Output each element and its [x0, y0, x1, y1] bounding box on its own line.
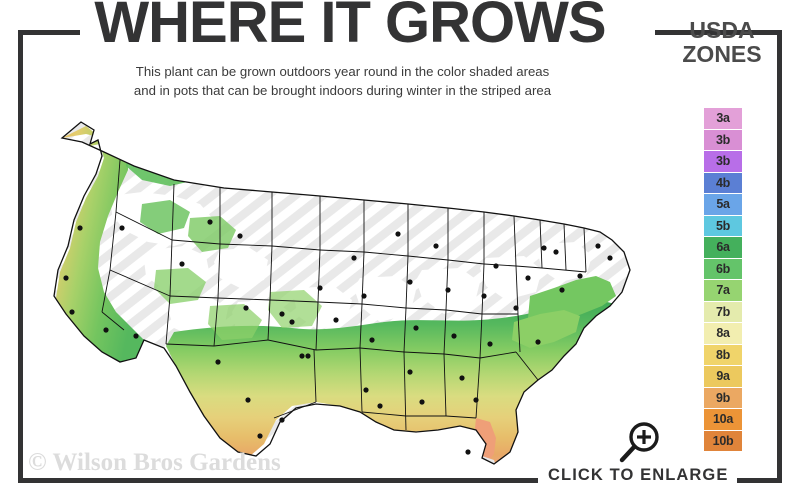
zone-swatch-label: 3a [716, 111, 730, 126]
legend-title: USDA ZONES [662, 18, 782, 67]
zone-swatch-label: 7a [716, 283, 730, 298]
zone-swatch-6b-7[interactable]: 6b [704, 258, 742, 280]
zone-swatch-label: 10b [712, 433, 734, 448]
frame-border-left [18, 30, 23, 483]
subtitle-line-1: This plant can be grown outdoors year ro… [135, 64, 550, 79]
usda-hardiness-zone-map[interactable] [24, 100, 664, 475]
zone-swatch-5a-4[interactable]: 5a [704, 194, 742, 216]
zone-swatch-8b-11[interactable]: 8b [704, 344, 742, 366]
frame-border-bottom-left [18, 478, 538, 483]
zone-swatch-10b-15[interactable]: 10b [704, 430, 742, 452]
zone-swatch-5b-5[interactable]: 5b [704, 215, 742, 237]
frame-border-right [777, 30, 782, 483]
magnifier-plus-icon[interactable] [617, 420, 663, 466]
zone-swatch-label: 10a [713, 412, 733, 427]
zone-swatch-label: 6a [716, 240, 730, 255]
map-shaded-region-east [166, 300, 630, 464]
frame-border-top-left [18, 30, 80, 35]
zone-swatch-10a-14[interactable]: 10a [704, 409, 742, 431]
legend-title-line-1: USDA [689, 17, 755, 43]
zone-swatch-7a-8[interactable]: 7a [704, 280, 742, 302]
watermark-credit: © Wilson Bros Gardens [28, 449, 281, 476]
map-state-borders [53, 121, 631, 465]
zone-swatch-label: 9b [716, 390, 730, 405]
usda-zone-legend: 3a 3b 3b 4b 5a 5b 6a 6b 7a 7b 8a 8b 9a 9b 10a 10b [704, 108, 742, 452]
map-city-dots [63, 219, 613, 455]
zone-swatch-8a-10[interactable]: 8a [704, 323, 742, 345]
zone-swatch-label: 5b [716, 218, 730, 233]
zone-swatch-label: 8a [716, 326, 730, 341]
page-title: WHERE IT GROWS [94, 0, 606, 55]
zone-swatch-9b-13[interactable]: 9b [704, 387, 742, 409]
frame-border-top-right [655, 30, 782, 35]
zone-swatch-3a-0[interactable]: 3a [704, 108, 742, 130]
zone-swatch-label: 3b [716, 154, 730, 169]
zone-swatch-3b-2[interactable]: 3b [704, 151, 742, 173]
zone-swatch-label: 3b [716, 132, 730, 147]
zone-swatch-label: 4b [716, 175, 730, 190]
zone-swatch-9a-12[interactable]: 9a [704, 366, 742, 388]
zone-swatch-label: 8b [716, 347, 730, 362]
zone-swatch-7b-9[interactable]: 7b [704, 301, 742, 323]
zone-swatch-label: 5a [716, 197, 730, 212]
subtitle-line-2: and in pots that can be brought indoors … [133, 83, 552, 99]
zone-swatch-3b-1[interactable]: 3b [704, 129, 742, 151]
zone-swatch-label: 6b [716, 261, 730, 276]
frame-border-bottom-right [737, 478, 782, 483]
click-to-enlarge-label[interactable]: CLICK TO ENLARGE [548, 466, 729, 484]
map-shaded-region-northeast [512, 276, 616, 348]
legend-title-line-2: ZONES [682, 41, 762, 68]
zone-swatch-6a-6[interactable]: 6a [704, 237, 742, 259]
zone-swatch-label: 7b [716, 304, 730, 319]
zone-swatch-4b-3[interactable]: 4b [704, 172, 742, 194]
zone-swatch-label: 9a [716, 369, 730, 384]
page-subtitle: This plant can be grown outdoors year ro… [30, 62, 655, 100]
